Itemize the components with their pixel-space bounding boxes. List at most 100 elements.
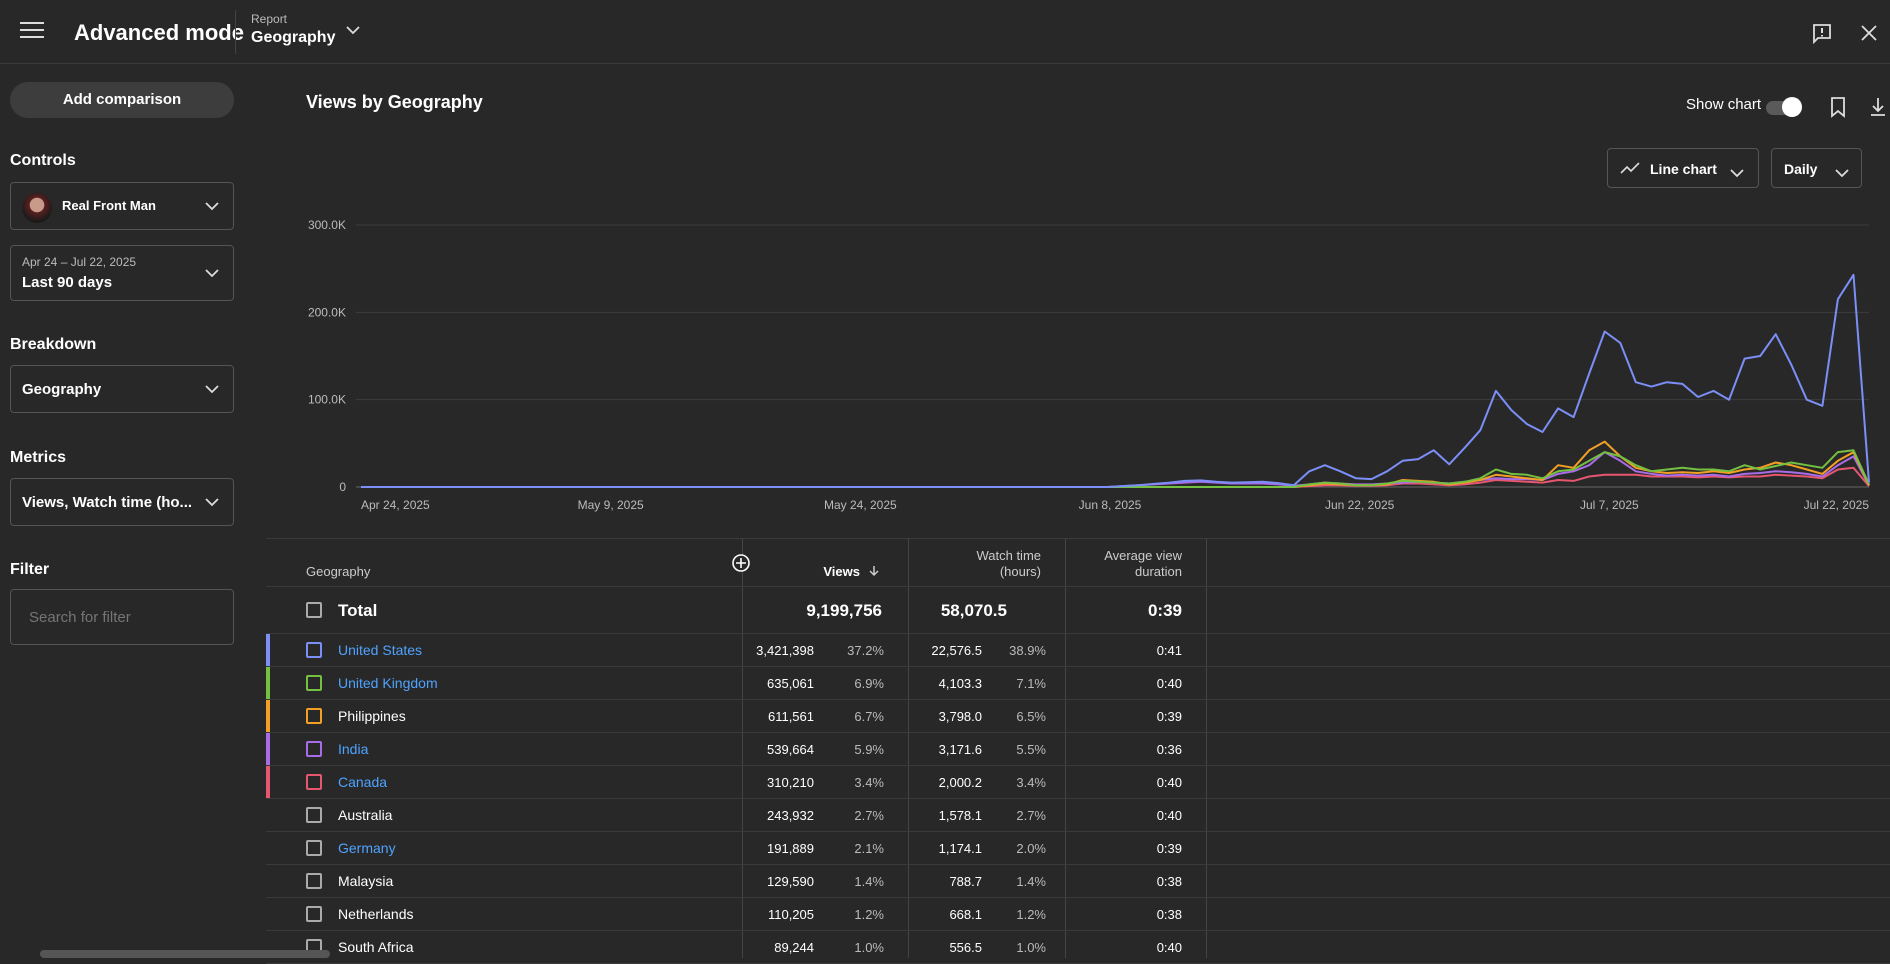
series-color-bar <box>266 766 270 798</box>
checkbox[interactable] <box>306 708 322 724</box>
watch-time-percent: 1.2% <box>1016 907 1046 922</box>
chevron-down-icon <box>205 498 219 507</box>
total-label: Total <box>338 601 378 620</box>
watch-time-value: 556.5 <box>949 940 982 955</box>
avg-duration-value: 0:39 <box>1156 841 1182 856</box>
chevron-down-icon <box>205 385 219 394</box>
checkbox[interactable] <box>306 906 322 922</box>
views-percent: 6.7% <box>854 709 884 724</box>
header-geography[interactable]: Geography <box>306 564 371 579</box>
header-watch-time-line2: (hours) <box>999 564 1041 579</box>
views-value: 3,421,398 <box>756 643 814 658</box>
chart-type-dropdown[interactable]: Line chart <box>1607 148 1759 188</box>
watch-time-value: 2,000.2 <box>938 775 982 790</box>
header-avg-duration[interactable]: Average view duration <box>1060 548 1182 580</box>
x-tick-label: Jun 8, 2025 <box>1079 498 1142 512</box>
series-line <box>361 440 1870 488</box>
column-divider <box>1206 538 1207 958</box>
chart-type-label: Line chart <box>1650 161 1717 177</box>
avg-duration-value: 0:36 <box>1156 742 1182 757</box>
horizontal-scrollbar[interactable] <box>40 950 330 958</box>
feedback-icon[interactable] <box>1811 22 1833 45</box>
country-name[interactable]: United Kingdom <box>338 675 438 691</box>
watch-time-value: 4,103.3 <box>938 676 982 691</box>
header-views[interactable]: Views <box>800 564 880 580</box>
country-name[interactable]: Germany <box>338 840 396 856</box>
close-icon[interactable] <box>1858 22 1880 44</box>
x-tick-label: Apr 24, 2025 <box>361 498 430 512</box>
views-value: 635,061 <box>767 676 814 691</box>
country-name[interactable]: Canada <box>338 774 388 790</box>
filter-heading: Filter <box>10 561 50 578</box>
views-value: 89,244 <box>774 940 814 955</box>
date-range-label: Last 90 days <box>22 274 113 291</box>
total-views: 9,199,756 <box>806 601 882 620</box>
metrics-dropdown[interactable]: Views, Watch time (ho... <box>10 478 234 526</box>
add-column-icon[interactable] <box>731 553 751 573</box>
interval-dropdown[interactable]: Daily <box>1771 148 1862 188</box>
date-range-dropdown[interactable]: Apr 24 – Jul 22, 2025 Last 90 days <box>10 245 234 301</box>
checkbox[interactable] <box>306 774 322 790</box>
views-value: 243,932 <box>767 808 814 823</box>
checkbox[interactable] <box>306 873 322 889</box>
avg-duration-value: 0:38 <box>1156 874 1182 889</box>
watch-time-percent: 2.7% <box>1016 808 1046 823</box>
watch-time-percent: 5.5% <box>1016 742 1046 757</box>
header-border <box>266 586 1890 587</box>
checkbox[interactable] <box>306 675 322 691</box>
table-row: India 539,664 5.9% 3,171.6 5.5% 0:36 <box>266 733 1890 766</box>
metrics-value: Views, Watch time (ho... <box>22 494 193 511</box>
checkbox[interactable] <box>306 602 322 618</box>
table-row: United Kingdom 635,061 6.9% 4,103.3 7.1% 0:40 <box>266 667 1890 700</box>
download-icon[interactable] <box>1868 96 1890 118</box>
sort-down-icon <box>869 566 879 577</box>
views-value: 310,210 <box>767 775 814 790</box>
chevron-down-icon <box>205 202 219 211</box>
breakdown-dropdown[interactable]: Geography <box>10 365 234 413</box>
interval-label: Daily <box>1784 161 1818 177</box>
checkbox[interactable] <box>306 840 322 856</box>
avatar <box>22 193 52 223</box>
views-percent: 3.4% <box>854 775 884 790</box>
table-row: Germany 191,889 2.1% 1,174.1 2.0% 0:39 <box>266 832 1890 865</box>
table-row: Malaysia 129,590 1.4% 788.7 1.4% 0:38 <box>266 865 1890 898</box>
bookmark-icon[interactable] <box>1828 96 1850 118</box>
watch-time-value: 3,798.0 <box>938 709 982 724</box>
checkbox[interactable] <box>306 642 322 658</box>
line-chart-icon <box>1620 161 1640 178</box>
filter-input[interactable] <box>10 589 234 645</box>
series-color-bar <box>266 733 270 765</box>
date-range-sub: Apr 24 – Jul 22, 2025 <box>22 255 137 269</box>
avg-duration-value: 0:40 <box>1156 940 1182 955</box>
watch-time-value: 788.7 <box>949 874 982 889</box>
series-color-bar <box>266 700 270 732</box>
country-name[interactable]: India <box>338 741 369 757</box>
checkbox[interactable] <box>306 741 322 757</box>
avg-duration-value: 0:39 <box>1156 709 1182 724</box>
channel-dropdown[interactable]: Real Front Man <box>10 182 234 230</box>
watch-time-percent: 38.9% <box>1009 643 1046 658</box>
checkbox[interactable] <box>306 807 322 823</box>
column-divider <box>1065 538 1066 958</box>
country-name: Australia <box>338 807 393 823</box>
show-chart-toggle[interactable] <box>1766 96 1802 117</box>
menu-icon[interactable] <box>20 22 44 40</box>
views-percent: 2.7% <box>854 808 884 823</box>
header-avg-line2: duration <box>1135 564 1182 579</box>
series-line <box>361 466 1870 488</box>
add-comparison-button[interactable]: Add comparison <box>10 82 234 118</box>
country-name[interactable]: United States <box>338 642 423 658</box>
divider <box>235 10 236 54</box>
report-dropdown[interactable]: Report Geography <box>251 12 371 52</box>
watch-time-percent: 2.0% <box>1016 841 1046 856</box>
views-value: 129,590 <box>767 874 814 889</box>
total-avg-duration: 0:39 <box>1147 601 1182 620</box>
header-watch-time[interactable]: Watch time (hours) <box>900 548 1041 580</box>
total-row: Total 9,199,756 58,070.5 0:39 <box>266 587 1890 634</box>
table-row: South Africa 89,244 1.0% 556.5 1.0% 0:40 <box>266 931 1890 964</box>
watch-time-percent: 7.1% <box>1016 676 1046 691</box>
country-name: Philippines <box>338 708 406 724</box>
top-bar: Advanced mode Report Geography <box>0 0 1890 64</box>
x-tick-label: May 9, 2025 <box>578 498 644 512</box>
table-row: Australia 243,932 2.7% 1,578.1 2.7% 0:40 <box>266 799 1890 832</box>
